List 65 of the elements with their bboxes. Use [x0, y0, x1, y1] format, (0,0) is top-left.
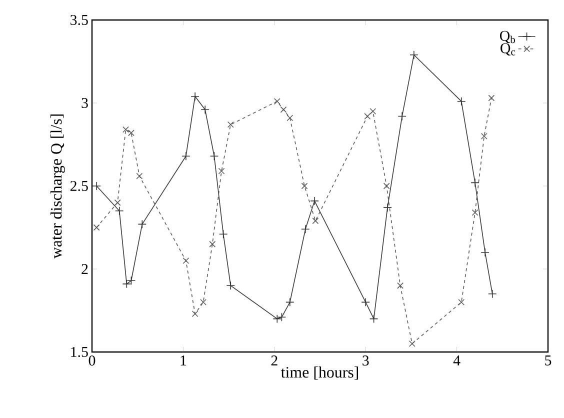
point — [136, 172, 143, 180]
point — [218, 230, 228, 239]
point — [274, 98, 280, 105]
point — [480, 132, 488, 140]
point — [272, 314, 282, 324]
point — [190, 92, 200, 101]
point — [122, 280, 132, 288]
x-tick-label: 3 — [362, 356, 369, 366]
point — [277, 312, 286, 322]
point — [383, 203, 392, 212]
point — [200, 105, 210, 114]
x-axis-title: time [hours] — [280, 366, 358, 380]
x-tick-label: 4 — [453, 356, 460, 366]
x-tick-label: 1 — [180, 356, 186, 366]
point — [472, 209, 478, 216]
x-tick-label: 5 — [545, 356, 552, 366]
point — [286, 114, 294, 122]
point — [192, 310, 198, 318]
y-tick-label: 3 — [82, 98, 88, 108]
point — [286, 298, 294, 307]
point — [226, 281, 236, 290]
point — [92, 182, 101, 190]
point — [200, 298, 206, 306]
point — [227, 121, 234, 128]
point — [182, 152, 190, 161]
point — [408, 340, 416, 347]
point — [280, 106, 287, 113]
point — [312, 218, 319, 224]
point — [410, 50, 418, 60]
point — [93, 224, 100, 231]
legend-label: Q$_{c}$ — [500, 43, 516, 56]
point — [458, 298, 465, 306]
point — [488, 94, 495, 102]
point — [301, 224, 310, 234]
point — [369, 314, 378, 324]
y-tick-label: 3.5 — [70, 14, 88, 26]
point — [398, 112, 406, 121]
point — [310, 196, 319, 206]
point — [456, 96, 466, 106]
point — [488, 290, 497, 298]
point — [182, 257, 190, 264]
point — [128, 130, 134, 136]
legend-label: Q$_{b}$ — [500, 30, 515, 44]
y-tick-label: 2 — [82, 264, 88, 274]
point — [470, 178, 480, 188]
point — [122, 126, 129, 133]
point — [138, 220, 147, 229]
point — [210, 152, 219, 161]
point — [364, 113, 371, 120]
point — [361, 298, 370, 307]
y-axis-title: water discharge Q [l/s] — [50, 114, 65, 259]
point — [114, 206, 124, 216]
point — [218, 168, 225, 174]
y-tick-label: 2.5 — [70, 180, 88, 192]
y-tick-label: 1.5 — [71, 346, 88, 358]
point — [383, 182, 390, 190]
x-tick-label: 2 — [271, 356, 278, 366]
x-tick-label: 0 — [88, 356, 96, 366]
point — [397, 282, 404, 289]
point — [301, 182, 308, 190]
point — [480, 248, 490, 257]
point — [126, 276, 136, 286]
point — [209, 240, 216, 248]
point — [370, 108, 376, 115]
point — [114, 199, 121, 206]
